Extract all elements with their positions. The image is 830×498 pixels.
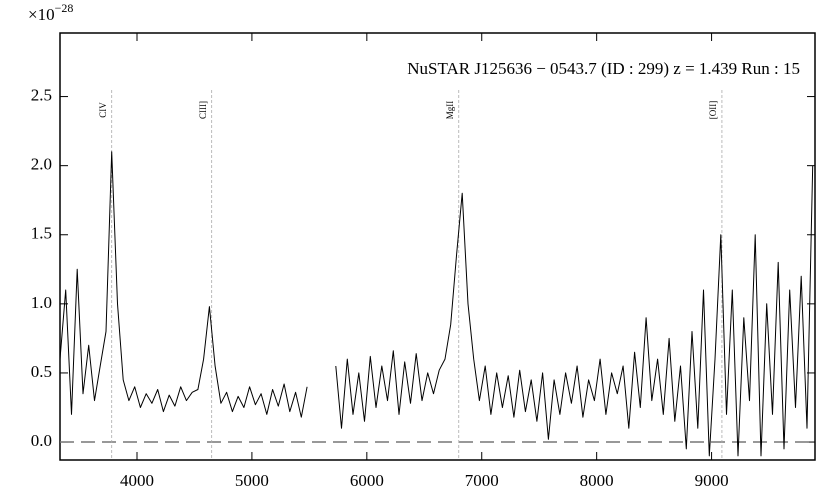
y-tick-label: 2.0 xyxy=(31,155,52,174)
y-offset-label: ×10−28 xyxy=(28,1,73,24)
x-tick-label: 8000 xyxy=(580,471,614,490)
annotation-label: CIV xyxy=(98,102,108,118)
y-tick-label: 1.5 xyxy=(31,224,52,243)
y-offset-base: ×10 xyxy=(28,5,55,24)
y-tick-label: 2.5 xyxy=(31,85,52,104)
x-tick-label: 4000 xyxy=(120,471,154,490)
plot-frame xyxy=(59,32,816,461)
chart-title: NuSTAR J125636 − 0543.7 (ID : 299) z = 1… xyxy=(407,59,800,78)
x-tick-label: 6000 xyxy=(350,471,384,490)
y-tick-label: 1.0 xyxy=(31,293,52,312)
y-offset-exponent: −28 xyxy=(55,1,74,15)
x-tick-label: 9000 xyxy=(695,471,729,490)
annotation-label: CIII] xyxy=(198,101,208,119)
annotation-label: MgII xyxy=(445,101,455,120)
y-tick-label: 0.5 xyxy=(31,362,52,381)
x-tick-label: 5000 xyxy=(235,471,269,490)
spectrum-line xyxy=(59,151,814,457)
y-tick-label: 0.0 xyxy=(31,431,52,450)
annotation-label: [OII] xyxy=(708,101,718,120)
x-tick-label: 7000 xyxy=(465,471,499,490)
